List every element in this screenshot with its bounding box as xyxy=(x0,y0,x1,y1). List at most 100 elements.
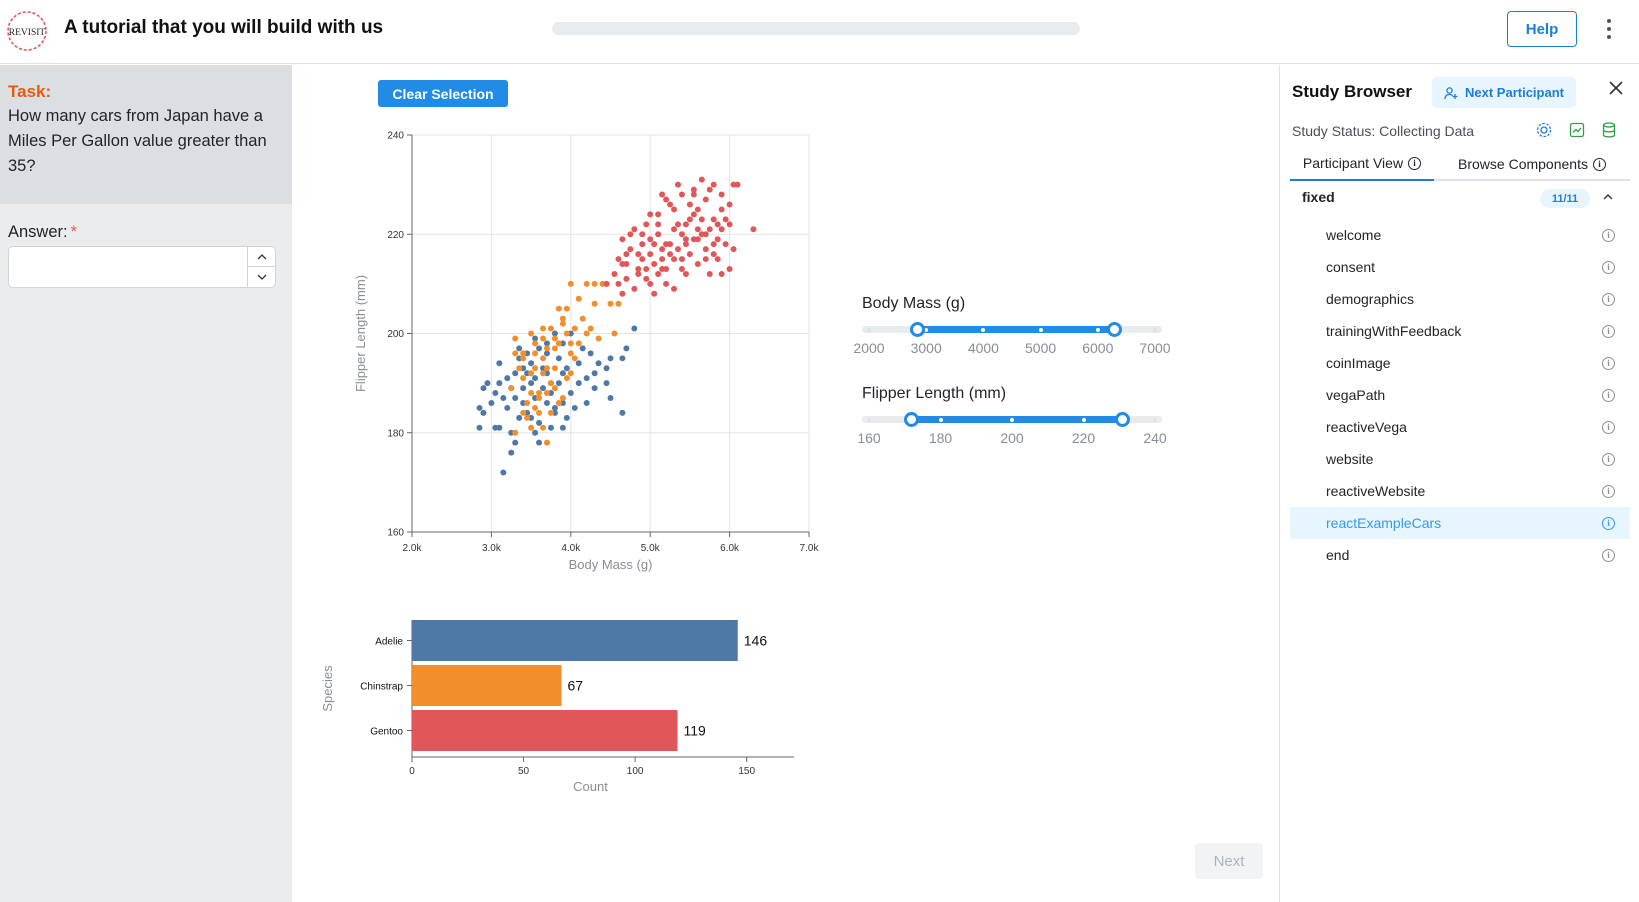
info-icon[interactable]: i xyxy=(1602,452,1615,466)
component-item-reactexamplecars[interactable]: reactExampleCars i xyxy=(1290,507,1630,539)
scatter-point[interactable] xyxy=(623,275,630,282)
scatter-point[interactable] xyxy=(643,221,650,228)
info-icon[interactable]: i xyxy=(1602,388,1615,402)
scatter-point[interactable] xyxy=(595,335,602,342)
scatter-point[interactable] xyxy=(555,340,562,347)
scatter-point[interactable] xyxy=(536,390,543,397)
scatter-point[interactable] xyxy=(639,241,646,248)
scatter-point[interactable] xyxy=(551,335,558,342)
scatter-point[interactable] xyxy=(667,241,674,248)
scatter-point[interactable] xyxy=(603,365,610,372)
scatter-point[interactable] xyxy=(532,340,539,347)
scatter-point[interactable] xyxy=(547,424,554,431)
scatter-point[interactable] xyxy=(694,261,701,268)
flipper-length-slider-track[interactable] xyxy=(862,412,1162,427)
scatter-point[interactable] xyxy=(639,231,646,238)
scatter-point[interactable] xyxy=(532,335,539,342)
slider-min-thumb[interactable] xyxy=(910,322,926,337)
scatter-point[interactable] xyxy=(714,256,721,263)
scatter-point[interactable] xyxy=(567,280,574,287)
info-icon[interactable]: i xyxy=(1602,420,1615,434)
scatter-point[interactable] xyxy=(635,251,642,258)
scatter-point[interactable] xyxy=(496,380,503,387)
analytics-icon[interactable] xyxy=(1568,121,1586,139)
scatter-point[interactable] xyxy=(698,231,705,238)
scatter-point[interactable] xyxy=(619,236,626,243)
scatter-point[interactable] xyxy=(540,385,547,392)
scatter-point[interactable] xyxy=(730,246,737,253)
settings-icon[interactable] xyxy=(1535,121,1553,139)
scatter-point[interactable] xyxy=(579,315,586,322)
scatter-point[interactable] xyxy=(607,300,614,307)
scatter-point[interactable] xyxy=(532,404,539,411)
scatter-point[interactable] xyxy=(706,270,713,277)
scatter-point[interactable] xyxy=(647,211,654,218)
scatter-point[interactable] xyxy=(671,285,678,292)
scatter-point[interactable] xyxy=(520,409,527,416)
scatter-point[interactable] xyxy=(492,424,499,431)
scatter-point[interactable] xyxy=(536,395,543,402)
scatter-point[interactable] xyxy=(480,385,487,392)
scatter-point[interactable] xyxy=(583,280,590,287)
increment-icon[interactable] xyxy=(248,247,275,267)
scatter-point[interactable] xyxy=(710,216,717,223)
scatter-point[interactable] xyxy=(682,221,689,228)
scatter-point[interactable] xyxy=(674,221,681,228)
scatter-point[interactable] xyxy=(540,424,547,431)
scatter-point[interactable] xyxy=(504,404,511,411)
scatter-point[interactable] xyxy=(643,265,650,272)
scatter-point[interactable] xyxy=(551,330,558,337)
scatter-point[interactable] xyxy=(623,345,630,352)
scatter-point[interactable] xyxy=(536,409,543,416)
scatter-point[interactable] xyxy=(718,270,725,277)
info-icon[interactable]: i xyxy=(1602,356,1615,370)
scatter-point[interactable] xyxy=(702,256,709,263)
scatter-point[interactable] xyxy=(706,186,713,193)
scatter-point[interactable] xyxy=(540,370,547,377)
scatter-point[interactable] xyxy=(674,246,681,253)
info-icon[interactable]: i xyxy=(1602,484,1615,498)
scatter-point[interactable] xyxy=(674,181,681,188)
scatter-point[interactable] xyxy=(631,325,638,332)
scatter-point[interactable] xyxy=(551,345,558,352)
scatter-point[interactable] xyxy=(655,211,662,218)
info-icon[interactable]: i xyxy=(1602,516,1615,530)
scatter-point[interactable] xyxy=(678,231,685,238)
scatter-point[interactable] xyxy=(571,404,578,411)
scatter-point[interactable] xyxy=(678,265,685,272)
info-icon[interactable]: i xyxy=(1602,548,1615,562)
scatter-point[interactable] xyxy=(528,330,535,337)
scatter-point[interactable] xyxy=(722,216,729,223)
scatter-point[interactable] xyxy=(512,335,519,342)
scatter-point[interactable] xyxy=(698,176,705,183)
scatter-point[interactable] xyxy=(559,424,566,431)
scatter-point[interactable] xyxy=(591,370,598,377)
scatter-point[interactable] xyxy=(512,370,519,377)
scatter-point[interactable] xyxy=(508,385,515,392)
scatter-point[interactable] xyxy=(639,256,646,263)
scatter-point[interactable] xyxy=(583,399,590,406)
scatter-point[interactable] xyxy=(555,355,562,362)
scatter-point[interactable] xyxy=(536,345,543,352)
scatter-point[interactable] xyxy=(671,226,678,233)
scatter-point[interactable] xyxy=(567,370,574,377)
scatter-point[interactable] xyxy=(571,325,578,332)
scatter-point[interactable] xyxy=(555,305,562,312)
scatter-point[interactable] xyxy=(623,251,630,258)
scatter-point[interactable] xyxy=(678,256,685,263)
scatter-point[interactable] xyxy=(690,236,697,243)
scatter-point[interactable] xyxy=(714,221,721,228)
scatter-point[interactable] xyxy=(563,365,570,372)
scatter-point[interactable] xyxy=(532,375,539,382)
scatter-point[interactable] xyxy=(492,390,499,397)
scatter-point[interactable] xyxy=(559,395,566,402)
scatter-point[interactable] xyxy=(575,295,582,302)
scatter-point[interactable] xyxy=(655,221,662,228)
scatter-point[interactable] xyxy=(547,380,554,387)
scatter-point[interactable] xyxy=(520,385,527,392)
scatter-point[interactable] xyxy=(635,270,642,277)
scatter-point[interactable] xyxy=(528,380,535,387)
scatter-plot[interactable]: 2.0k 3.0k 4.0k 5.0k 6.0k 7.0k 160 180 200 220 240 B… xyxy=(292,125,852,605)
scatter-point[interactable] xyxy=(536,419,543,426)
scatter-point[interactable] xyxy=(667,251,674,258)
